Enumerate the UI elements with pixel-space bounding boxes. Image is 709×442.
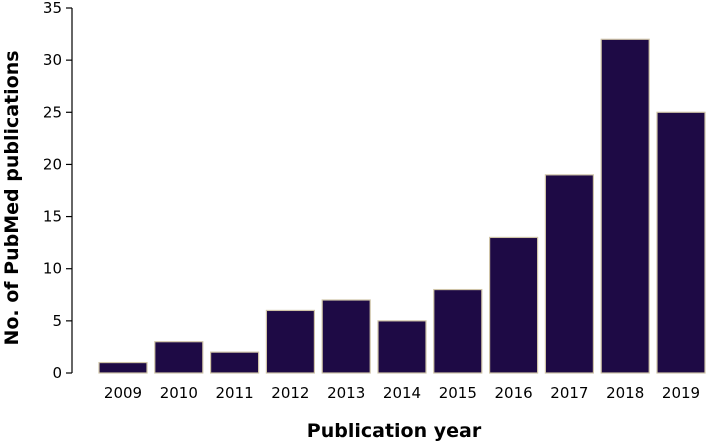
y-tick-label: 35 [43,0,62,17]
x-tick-label: 2018 [606,384,644,402]
bars-layer [98,38,706,374]
x-tick-label: 2009 [104,384,142,402]
y-tick-label: 5 [52,312,62,330]
bar-2015 [433,288,483,374]
bar-2017 [544,174,595,374]
x-tick-label: 2013 [327,384,365,402]
y-tick-label: 20 [43,155,62,173]
bar-2018 [600,38,650,374]
y-tick-label: 0 [52,364,62,382]
y-axis: 0 5 10 15 20 25 30 35 [43,0,73,382]
bar-2010 [154,341,204,374]
bar-2009 [98,361,148,374]
x-tick-label: 2019 [662,384,700,402]
bar-2013 [321,299,371,374]
y-tick-label: 30 [43,51,62,69]
bar-2012 [265,309,315,374]
y-axis-title: No. of PubMed publications [1,50,23,345]
x-tick-label: 2014 [383,384,421,402]
y-tick-label: 10 [43,260,62,278]
y-tick-label: 25 [43,103,62,121]
x-axis: 2009 2010 2011 2012 2013 2014 2015 2016 2017 2018… [104,384,700,402]
bar-2011 [210,351,260,374]
x-axis-title: Publication year [307,420,482,442]
x-tick-label: 2016 [495,384,533,402]
x-tick-label: 2012 [271,384,309,402]
y-ticks: 0 5 10 15 20 25 30 35 [43,0,72,382]
x-tick-label: 2015 [439,384,477,402]
x-tick-label: 2011 [216,384,254,402]
bar-2016 [489,236,539,374]
x-tick-label: 2010 [160,384,198,402]
bar-2014 [377,320,427,374]
x-ticks: 2009 2010 2011 2012 2013 2014 2015 2016 2017 2018… [104,384,700,402]
x-tick-label: 2017 [550,384,588,402]
y-tick-label: 15 [43,208,62,226]
bar-2019 [656,111,706,374]
